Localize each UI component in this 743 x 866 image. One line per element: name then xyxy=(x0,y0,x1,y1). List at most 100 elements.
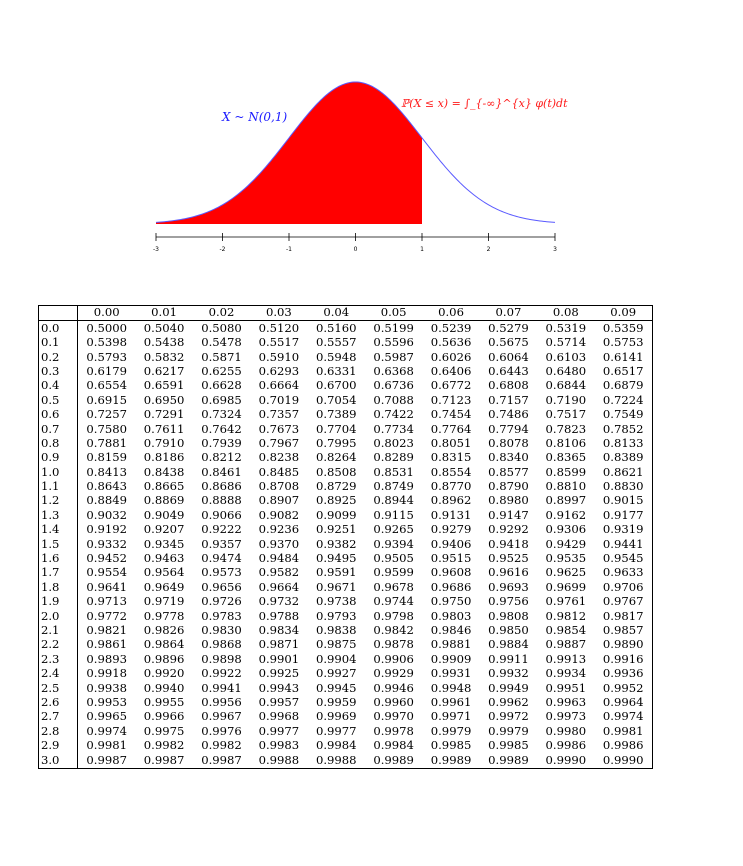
table-cell: 0.9649 xyxy=(143,579,185,594)
table-cell: 0.9608 xyxy=(430,565,472,580)
table-cell: 0.7734 xyxy=(373,421,414,436)
table-row: 1.2 0.8849 0.8869 0.8888 0.8907 0.8925 0.8944 0… xyxy=(38,493,653,509)
table-row: 2.3 0.9893 0.9896 0.9898 0.9901 0.9904 0.9906 0… xyxy=(38,651,653,667)
table-cell: 0.5910 xyxy=(258,349,300,364)
table-cell: 0.9913 xyxy=(545,651,587,666)
table-row: 0.9 0.8159 0.8186 0.8212 0.8238 0.8264 0.8289 0… xyxy=(38,450,653,466)
table-cell: 0.9985 xyxy=(430,738,472,753)
table-cell: 0.9881 xyxy=(430,637,472,652)
table-row: 0.4 0.6554 0.6591 0.6628 0.6664 0.6700 0.6736 0… xyxy=(38,378,653,394)
table-cell: 0.9793 xyxy=(315,608,357,623)
table-cell: 0.7454 xyxy=(430,407,472,422)
table-cell: 0.9591 xyxy=(315,565,357,580)
table-cell: 0.8643 xyxy=(86,479,127,494)
table-cell: 0.8577 xyxy=(488,464,529,479)
table-cell: 0.8264 xyxy=(315,450,357,465)
table-cell: 0.9131 xyxy=(430,507,472,522)
table-cell: 0.5000 xyxy=(86,320,127,335)
table-cell: 0.9099 xyxy=(315,507,357,522)
table-cell: 0.9927 xyxy=(315,666,357,681)
table-cell: 0.9306 xyxy=(545,522,587,537)
table-cell: 0.7549 xyxy=(594,407,653,423)
column-header: 0.06 xyxy=(438,305,464,320)
table-cell: 0.9987 xyxy=(201,752,242,767)
table-cell: 0.5793 xyxy=(86,349,127,364)
cdf-formula-label: ℙ(X ≤ x) = ∫_{-∞}^{x} φ(t)dt xyxy=(401,97,568,110)
table-cell: 0.9934 xyxy=(545,666,587,681)
table-cell: 0.9332 xyxy=(86,536,127,551)
table-row: 2.9 0.9981 0.9982 0.9982 0.9983 0.9984 0.9984 0… xyxy=(38,738,653,754)
table-cell: 0.9564 xyxy=(143,565,185,580)
table-cell: 0.6480 xyxy=(545,363,587,378)
column-header: 0.02 xyxy=(208,305,235,320)
table-cell: 0.9962 xyxy=(488,694,529,709)
table-cell: 0.8238 xyxy=(258,450,300,465)
table-cell: 0.9452 xyxy=(86,551,127,566)
table-cell: 0.9463 xyxy=(143,551,185,566)
row-header: 2.2 xyxy=(38,637,78,653)
table-cell: 0.9952 xyxy=(594,681,653,696)
table-cell: 0.9515 xyxy=(430,551,472,566)
table-cell: 0.9918 xyxy=(86,666,127,681)
table-cell: 0.9940 xyxy=(143,680,185,695)
table-cell: 0.5987 xyxy=(373,349,414,364)
table-cell: 0.7389 xyxy=(315,407,357,422)
table-cell: 0.9974 xyxy=(594,709,653,725)
table-cell: 0.9015 xyxy=(594,494,653,509)
table-row: 3.0 0.9987 0.9987 0.9987 0.9988 0.9988 0.9989 0… xyxy=(38,752,653,768)
row-header: 0.6 xyxy=(38,407,78,423)
density-curve xyxy=(155,81,556,223)
table-cell: 0.9909 xyxy=(430,651,472,666)
table-cell: 0.9838 xyxy=(315,622,357,637)
table-cell: 0.8980 xyxy=(488,493,529,508)
table-cell: 0.9965 xyxy=(86,709,127,724)
table-cell: 0.9890 xyxy=(594,637,653,653)
column-header: 0.05 xyxy=(380,305,407,320)
table-cell: 0.8340 xyxy=(488,450,529,465)
table-cell: 0.9693 xyxy=(488,579,529,594)
table-cell: 0.6331 xyxy=(315,363,357,378)
x-tick-label: 1 xyxy=(420,246,424,253)
column-header: 0.08 xyxy=(552,305,579,320)
table-cell: 0.5279 xyxy=(488,320,529,335)
x-tick-label: 3 xyxy=(553,246,557,253)
z-table: 0.00 0.01 0.02 0.03 0.04 0.05 0.06 0.07 0.08 0.09… xyxy=(38,305,653,769)
table-cell: 0.9147 xyxy=(488,507,529,522)
table-cell: 0.9756 xyxy=(488,594,529,609)
table-cell: 0.9115 xyxy=(373,507,414,522)
table-cell: 0.9949 xyxy=(488,680,529,695)
table-cell: 0.9846 xyxy=(430,622,472,637)
table-cell: 0.6950 xyxy=(143,392,185,407)
row-header: 0.9 xyxy=(38,450,78,466)
table-row: 0.8 0.7881 0.7910 0.7939 0.7967 0.7995 0.8023 0… xyxy=(38,435,653,451)
table-cell: 0.5199 xyxy=(373,320,414,335)
row-header: 0.8 xyxy=(38,436,78,451)
table-cell: 0.9956 xyxy=(201,694,242,709)
table-cell: 0.9986 xyxy=(594,738,653,754)
table-cell: 0.9750 xyxy=(430,594,472,609)
row-header: 1.7 xyxy=(38,566,78,581)
table-cell: 0.6064 xyxy=(488,349,529,364)
table-cell: 0.9920 xyxy=(143,666,185,681)
table-cell: 0.9798 xyxy=(373,608,414,623)
table-cell: 0.9901 xyxy=(258,651,300,666)
table-cell: 0.9713 xyxy=(86,594,127,609)
table-cell: 0.9834 xyxy=(258,622,300,637)
table-cell: 0.5040 xyxy=(143,320,185,335)
table-cell: 0.7324 xyxy=(201,407,242,422)
table-cell: 0.9972 xyxy=(488,709,529,724)
table-cell: 0.9821 xyxy=(86,622,127,637)
table-row: 2.7 0.9965 0.9966 0.9967 0.9968 0.9969 0.9970 0… xyxy=(38,709,653,725)
row-header: 2.8 xyxy=(38,724,78,739)
table-cell: 0.6664 xyxy=(258,378,300,393)
table-cell: 0.8212 xyxy=(201,450,242,465)
table-cell: 0.8051 xyxy=(430,435,472,450)
table-cell: 0.9207 xyxy=(143,522,185,537)
table-cell: 0.5675 xyxy=(488,335,529,350)
table-cell: 0.9177 xyxy=(594,508,653,523)
table-cell: 0.5636 xyxy=(430,335,472,350)
table-cell: 0.8389 xyxy=(594,450,653,466)
row-header: 2.5 xyxy=(38,681,78,696)
table-cell: 0.8925 xyxy=(315,493,357,508)
table-cell: 0.9989 xyxy=(430,752,472,767)
